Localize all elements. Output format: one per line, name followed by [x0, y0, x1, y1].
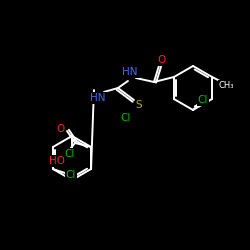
- Text: HN: HN: [90, 93, 106, 103]
- Text: Cl: Cl: [198, 95, 208, 105]
- Text: CH₃: CH₃: [218, 80, 234, 90]
- Text: HN: HN: [122, 67, 138, 77]
- Text: Cl: Cl: [65, 149, 75, 159]
- Text: Cl: Cl: [121, 113, 131, 123]
- Text: S: S: [136, 100, 142, 110]
- Text: Cl: Cl: [66, 170, 76, 180]
- Text: O: O: [158, 55, 166, 65]
- Text: O: O: [56, 124, 64, 134]
- Text: HO: HO: [49, 156, 65, 166]
